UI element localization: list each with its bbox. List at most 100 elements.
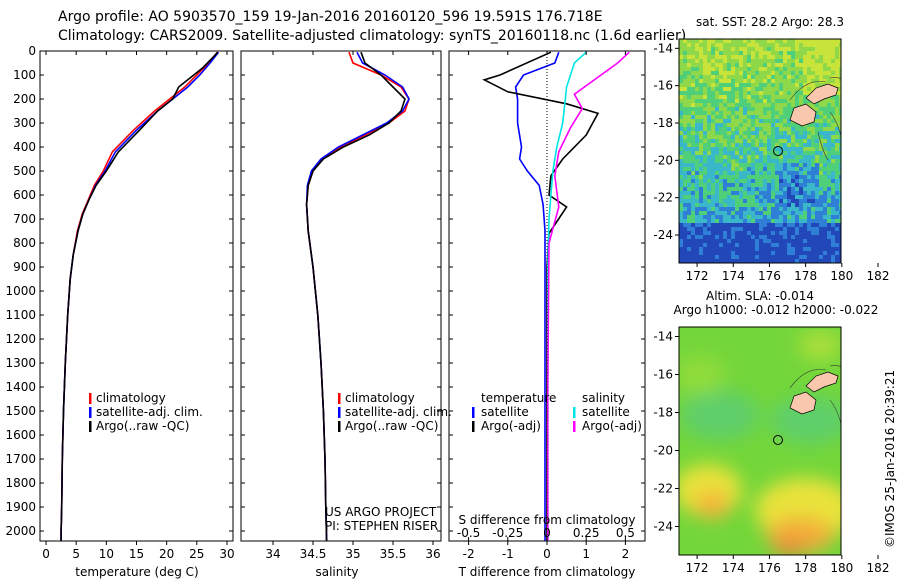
sst-cell <box>803 51 808 56</box>
sst-cell <box>687 51 692 56</box>
sst-cell <box>699 147 704 152</box>
sst-cell <box>727 55 732 60</box>
sst-cell <box>727 171 732 176</box>
sst-cell <box>759 151 764 156</box>
sst-cell <box>787 47 792 52</box>
sst-cell <box>787 247 792 252</box>
map-x-tick-label: 174 <box>722 561 745 575</box>
sst-cell <box>687 159 692 164</box>
sst-cell <box>795 99 800 104</box>
sst-cell <box>807 207 812 212</box>
sst-cell <box>791 67 796 72</box>
sst-cell <box>771 151 776 156</box>
sst-cell <box>715 127 720 132</box>
sst-cell <box>763 119 768 124</box>
sst-cell <box>691 75 696 80</box>
sst-cell <box>823 215 828 220</box>
sst-cell <box>703 55 708 60</box>
sst-cell <box>711 191 716 196</box>
sst-cell <box>711 231 716 236</box>
sst-cell <box>767 259 772 263</box>
sst-cell <box>791 71 796 76</box>
temperature-legend: climatology satellite-adj. clim. Argo(..… <box>89 391 203 433</box>
sst-cell <box>767 55 772 60</box>
sst-cell <box>787 207 792 212</box>
sst-cell <box>731 119 736 124</box>
sst-cell <box>795 151 800 156</box>
sst-cell <box>707 75 712 80</box>
sst-cell <box>787 111 792 116</box>
sst-cell <box>811 259 816 263</box>
sst-cell <box>711 183 716 188</box>
sst-cell <box>707 239 712 244</box>
sst-cell <box>831 127 836 132</box>
sst-cell <box>723 107 728 112</box>
sst-cell <box>735 151 740 156</box>
sst-cell <box>787 187 792 192</box>
sst-cell <box>807 67 812 72</box>
sst-cell <box>727 167 732 172</box>
sst-cell <box>807 203 812 208</box>
sst-cell <box>719 91 724 96</box>
sst-cell <box>751 111 756 116</box>
sst-cell <box>723 143 728 148</box>
sst-cell <box>835 211 840 216</box>
sst-cell <box>723 91 728 96</box>
sst-cell <box>755 259 760 263</box>
x-tick-label: 10 <box>99 547 114 561</box>
sst-cell <box>835 163 840 168</box>
sst-cell <box>787 235 792 240</box>
sst-cell <box>799 211 804 216</box>
sst-cell <box>799 215 804 220</box>
sst-cell <box>787 155 792 160</box>
sst-cell <box>703 51 708 56</box>
sst-cell <box>723 207 728 212</box>
sst-cell <box>739 203 744 208</box>
sst-cell <box>727 155 732 160</box>
sst-cell <box>795 259 800 263</box>
sst-cell <box>743 87 748 92</box>
sst-cell <box>791 99 796 104</box>
sst-cell <box>687 207 692 212</box>
sst-cell <box>683 175 688 180</box>
x-tick-label: -2 <box>463 547 475 561</box>
sst-cell <box>735 219 740 224</box>
sst-cell <box>791 55 796 60</box>
sst-cell <box>699 119 704 124</box>
sst-cell <box>719 71 724 76</box>
sst-cell <box>687 119 692 124</box>
sst-cell <box>771 203 776 208</box>
sst-cell <box>743 63 748 68</box>
sst-cell <box>803 187 808 192</box>
sst-cell <box>799 139 804 144</box>
sst-cell <box>787 147 792 152</box>
sst-cell <box>771 111 776 116</box>
sst-cell <box>823 123 828 128</box>
sst-cell <box>783 167 788 172</box>
sst-cell <box>687 107 692 112</box>
sst-cell <box>827 223 832 228</box>
sst-cell <box>755 207 760 212</box>
sst-cell <box>683 223 688 228</box>
sst-cell <box>723 123 728 128</box>
sst-cell <box>759 187 764 192</box>
sst-cell <box>719 139 724 144</box>
sst-cell <box>687 91 692 96</box>
sst-cell <box>711 87 716 92</box>
sst-cell <box>759 195 764 200</box>
sst-cell <box>799 227 804 232</box>
sst-cell <box>827 211 832 216</box>
sst-cell <box>691 147 696 152</box>
sst-cell <box>827 131 832 136</box>
sst-cell <box>707 79 712 84</box>
sst-cell <box>835 175 840 180</box>
sst-cell <box>719 75 724 80</box>
sst-cell <box>711 83 716 88</box>
sst-cell <box>747 103 752 108</box>
sst-cell <box>823 187 828 192</box>
sst-cell <box>823 255 828 260</box>
sst-cell <box>799 99 804 104</box>
sst-cell <box>835 255 840 260</box>
sst-cell <box>807 167 812 172</box>
sst-cell <box>683 127 688 132</box>
